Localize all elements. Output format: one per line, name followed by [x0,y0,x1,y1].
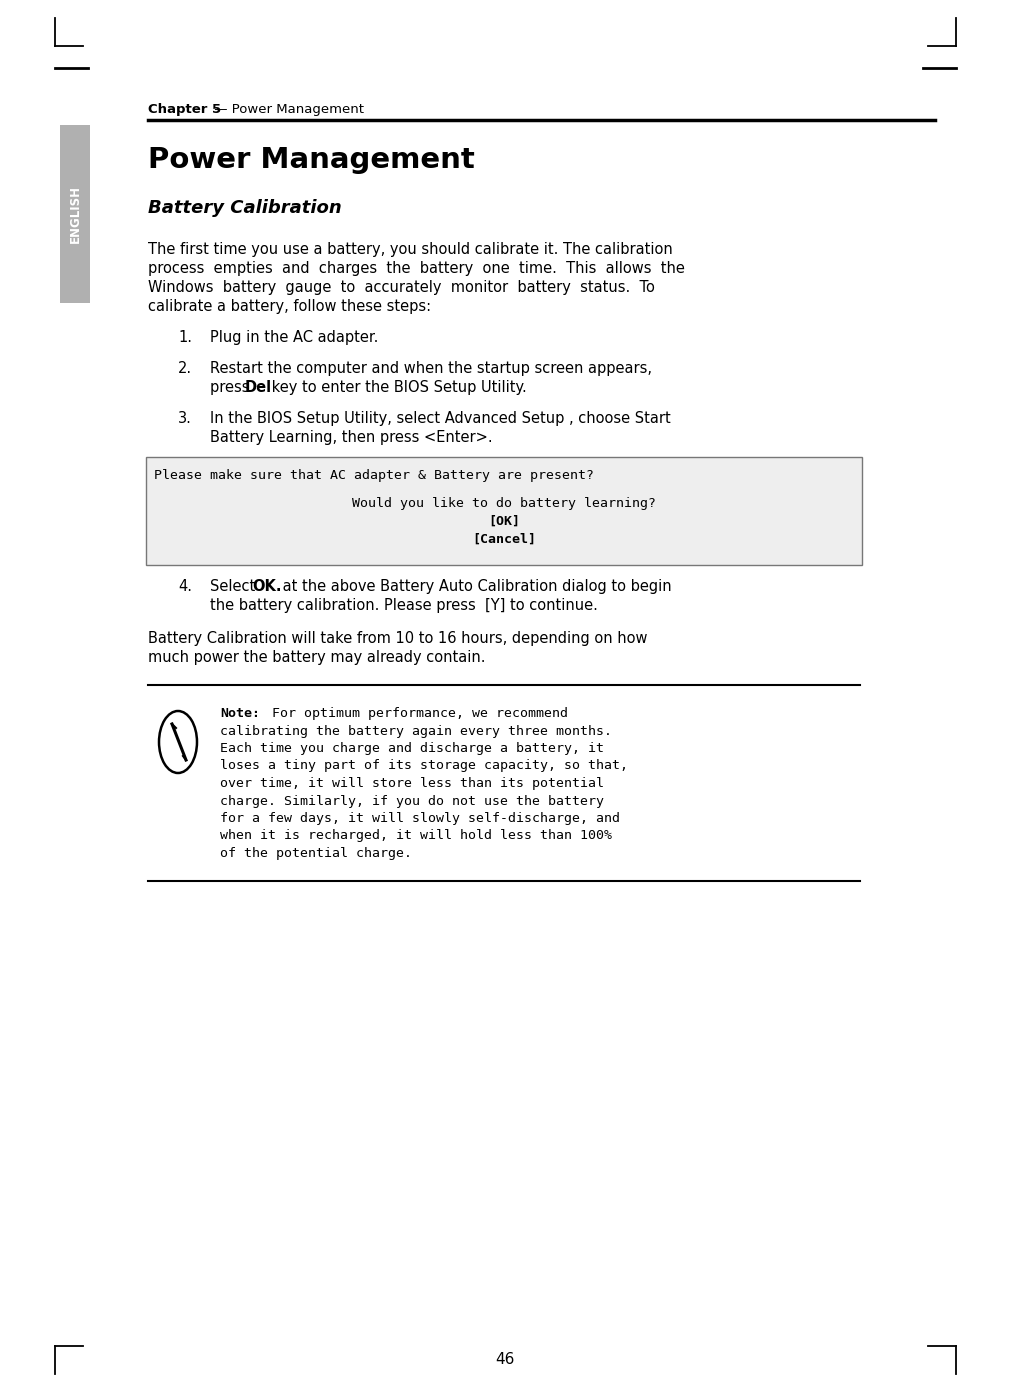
Text: Power Management: Power Management [148,146,475,174]
Text: Please make sure that AC adapter & Battery are present?: Please make sure that AC adapter & Batte… [154,469,594,482]
Text: for a few days, it will slowly self-discharge, and: for a few days, it will slowly self-disc… [220,812,620,825]
Text: 1.: 1. [178,330,192,345]
FancyBboxPatch shape [60,125,90,303]
Text: charge. Similarly, if you do not use the battery: charge. Similarly, if you do not use the… [220,795,604,807]
Text: The first time you use a battery, you should calibrate it. The calibration: The first time you use a battery, you sh… [148,242,672,258]
Text: 2.: 2. [178,361,192,376]
Text: Chapter 5: Chapter 5 [148,103,221,117]
Text: Plug in the AC adapter.: Plug in the AC adapter. [210,330,378,345]
Text: key to enter the BIOS Setup Utility.: key to enter the BIOS Setup Utility. [267,380,527,395]
Text: Restart the computer and when the startup screen appears,: Restart the computer and when the startu… [210,361,652,376]
Ellipse shape [159,711,197,773]
Text: Battery Calibration will take from 10 to 16 hours, depending on how: Battery Calibration will take from 10 to… [148,631,647,646]
Text: Each time you charge and discharge a battery, it: Each time you charge and discharge a bat… [220,742,604,754]
Text: Select: Select [210,579,260,594]
Text: Windows  battery  gauge  to  accurately  monitor  battery  status.  To: Windows battery gauge to accurately moni… [148,280,655,295]
Text: Battery Learning, then press <Enter>.: Battery Learning, then press <Enter>. [210,430,492,445]
Text: 46: 46 [495,1353,515,1367]
Text: OK.: OK. [252,579,281,594]
Text: Del: Del [245,380,272,395]
Text: at the above Battery Auto Calibration dialog to begin: at the above Battery Auto Calibration di… [278,579,671,594]
Text: the battery calibration. Please press  [Y] to continue.: the battery calibration. Please press [Y… [210,599,598,612]
Text: [OK]: [OK] [488,515,520,528]
Text: Note:: Note: [220,707,260,720]
Text: process  empties  and  charges  the  battery  one  time.  This  allows  the: process empties and charges the battery … [148,262,684,276]
Text: [Cancel]: [Cancel] [472,533,536,546]
Text: calibrate a battery, follow these steps:: calibrate a battery, follow these steps: [148,299,431,315]
FancyBboxPatch shape [146,457,862,565]
Text: For optimum performance, we recommend: For optimum performance, we recommend [264,707,568,720]
Text: 3.: 3. [178,411,192,426]
Text: Would you like to do battery learning?: Would you like to do battery learning? [352,497,656,509]
Text: — Power Management: — Power Management [210,103,364,117]
Text: ENGLISH: ENGLISH [69,185,82,244]
Text: when it is recharged, it will hold less than 100%: when it is recharged, it will hold less … [220,830,612,842]
Text: press: press [210,380,254,395]
Text: loses a tiny part of its storage capacity, so that,: loses a tiny part of its storage capacit… [220,760,628,773]
Text: 4.: 4. [178,579,192,594]
Text: Battery Calibration: Battery Calibration [148,199,342,217]
Text: In the BIOS Setup Utility, select Advanced Setup , choose Start: In the BIOS Setup Utility, select Advanc… [210,411,670,426]
Text: calibrating the battery again every three months.: calibrating the battery again every thre… [220,724,612,738]
Text: of the potential charge.: of the potential charge. [220,846,412,860]
Text: much power the battery may already contain.: much power the battery may already conta… [148,650,485,665]
Text: over time, it will store less than its potential: over time, it will store less than its p… [220,777,604,791]
